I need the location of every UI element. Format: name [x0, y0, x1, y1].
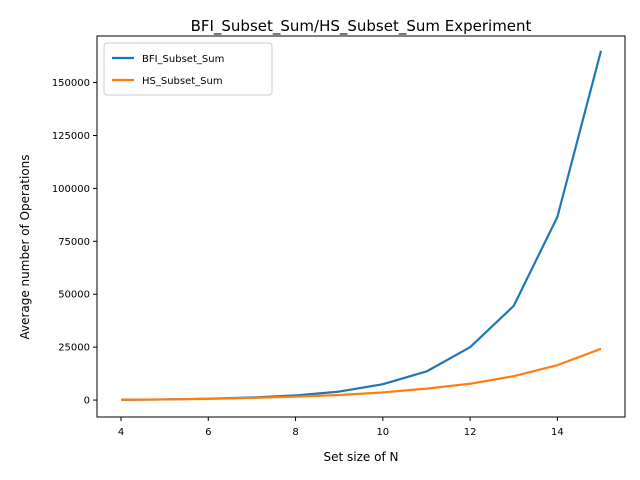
y-tick-label: 0 — [84, 396, 90, 407]
chart-title: BFI_Subset_Sum/HS_Subset_Sum Experiment — [191, 17, 532, 36]
y-tick-label: 50000 — [58, 290, 90, 301]
y-axis-label: Average number of Operations — [18, 154, 32, 339]
x-tick-label: 4 — [118, 427, 124, 438]
legend: BFI_Subset_Sum HS_Subset_Sum — [103, 42, 273, 96]
x-tick-label: 12 — [464, 427, 477, 438]
y-tick-label: 100000 — [52, 184, 90, 195]
legend-label-2: HS_Subset_Sum — [142, 76, 223, 87]
y-tick-label: 125000 — [52, 131, 90, 142]
x-tick-label: 10 — [376, 427, 389, 438]
legend-label-1: BFI_Subset_Sum — [142, 54, 224, 65]
x-tick-label: 14 — [551, 427, 564, 438]
x-tick-label: 6 — [205, 427, 211, 438]
plot-area: 4 6 8 10 12 14 0 25000 50000 75000 100000 125000 150… — [52, 35, 626, 438]
axes-frame — [96, 35, 626, 418]
y-tick-label: 75000 — [58, 237, 90, 248]
x-tick-label: 8 — [292, 427, 298, 438]
legend-box — [103, 42, 273, 96]
x-axis-label: Set size of N — [324, 450, 399, 464]
y-tick-label: 25000 — [58, 343, 90, 354]
y-tick-label: 150000 — [52, 78, 90, 89]
series-line-2 — [120, 347, 602, 401]
